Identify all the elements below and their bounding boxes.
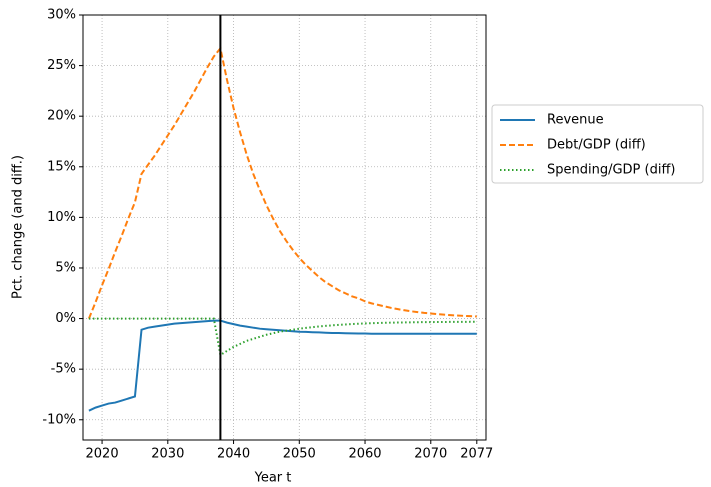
y-tick-label: 5% [55,260,76,275]
x-tick-label: 2060 [348,447,381,462]
y-tick-label: 0% [55,311,76,326]
legend-label: Debt/GDP (diff) [547,138,646,153]
x-tick-label: 2040 [217,447,250,462]
series-line [88,317,477,357]
y-axis-label: Pct. change (and diff.) [11,155,26,299]
y-tick-label: -5% [51,362,76,377]
y-tick-label: -10% [42,412,76,427]
legend-label: Spending/GDP (diff) [547,163,676,178]
plot-frame [82,14,487,441]
x-tick-label: 2070 [414,447,447,462]
series-line [88,319,477,412]
x-tick-label: 2077 [460,447,493,462]
legend-label: Revenue [547,113,604,128]
legend-box [491,104,704,184]
y-tick-label: 10% [47,210,76,225]
x-axis-label: Year t [254,471,292,486]
x-tick-label: 2050 [283,447,316,462]
y-tick-label: 30% [47,8,76,23]
series-line [87,46,477,319]
y-tick-label: 15% [47,159,76,174]
y-tick-label: 25% [47,58,76,73]
x-tick-label: 2030 [151,447,184,462]
y-tick-label: 20% [47,109,76,124]
x-tick-label: 2020 [86,447,119,462]
